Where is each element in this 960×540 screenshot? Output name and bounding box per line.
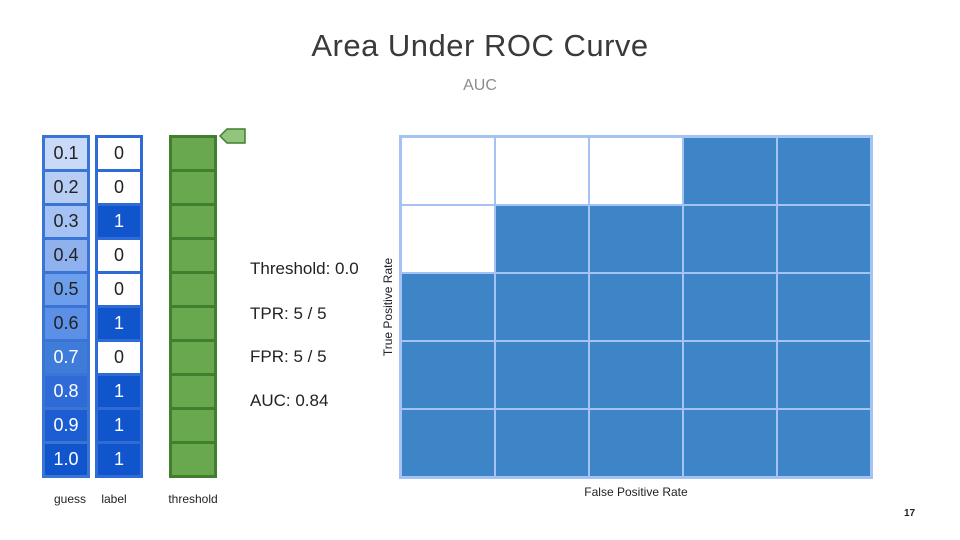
auc-stat: AUC: 0.84 [250, 391, 329, 410]
roc-cell-empty [495, 137, 589, 205]
slide-subtitle: AUC [463, 77, 497, 94]
label-cell: 0 [95, 240, 143, 274]
threshold-cell [169, 274, 217, 308]
threshold-flag-icon[interactable] [219, 128, 247, 144]
guess-cell: 1.0 [42, 444, 90, 478]
tpr-stat: TPR: 5 / 5 [250, 304, 327, 323]
roc-cell-filled [683, 273, 777, 341]
roc-cell-filled [589, 205, 683, 273]
roc-cell-empty [401, 205, 495, 273]
roc-cell-filled [401, 409, 495, 477]
roc-cell-filled [777, 137, 871, 205]
roc-cell-filled [683, 341, 777, 409]
label-cell: 0 [95, 342, 143, 376]
threshold-stat: Threshold: 0.0 [250, 259, 359, 278]
roc-cell-filled [683, 409, 777, 477]
guess-cell: 0.7 [42, 342, 90, 376]
label-cell: 1 [95, 444, 143, 478]
label-cell: 1 [95, 376, 143, 410]
roc-cell-empty [401, 137, 495, 205]
guess-cell: 0.8 [42, 376, 90, 410]
label-cell: 0 [95, 172, 143, 206]
threshold-cell [169, 240, 217, 274]
label-cell: 1 [95, 410, 143, 444]
threshold-cell [169, 444, 217, 478]
guess-cell: 0.1 [42, 135, 90, 172]
guess-cell: 0.9 [42, 410, 90, 444]
roc-cell-filled [777, 205, 871, 273]
threshold-caption: threshold [168, 492, 218, 506]
label-caption: label [101, 492, 127, 506]
threshold-cell [169, 342, 217, 376]
roc-cell-filled [495, 409, 589, 477]
roc-cell-filled [589, 341, 683, 409]
threshold-cell [169, 308, 217, 342]
guess-cell: 0.2 [42, 172, 90, 206]
roc-cell-filled [495, 273, 589, 341]
label-cell: 0 [95, 135, 143, 172]
guess-cell: 0.6 [42, 308, 90, 342]
slide-title: Area Under ROC Curve [311, 28, 649, 63]
roc-cell-filled [589, 273, 683, 341]
roc-cell-filled [777, 409, 871, 477]
label-cell: 1 [95, 206, 143, 240]
roc-cell-empty [589, 137, 683, 205]
guess-column: 0.1 0.2 0.3 0.4 0.5 0.6 0.7 0.8 0.9 1.0 [42, 135, 90, 478]
threshold-column [169, 135, 217, 478]
roc-cell-filled [589, 409, 683, 477]
threshold-cell [169, 135, 217, 172]
x-axis-label: False Positive Rate [584, 485, 688, 499]
guess-caption: guess [53, 492, 87, 506]
roc-cell-filled [495, 205, 589, 273]
label-cell: 1 [95, 308, 143, 342]
guess-cell: 0.5 [42, 274, 90, 308]
page-number: 17 [904, 508, 916, 519]
threshold-cell [169, 172, 217, 206]
threshold-cell [169, 376, 217, 410]
y-axis-label: True Positive Rate [381, 257, 395, 357]
roc-cell-filled [683, 205, 777, 273]
roc-cell-filled [401, 341, 495, 409]
roc-cell-filled [777, 341, 871, 409]
roc-cell-filled [683, 137, 777, 205]
guess-cell: 0.3 [42, 206, 90, 240]
roc-grid [399, 135, 873, 479]
roc-cell-filled [777, 273, 871, 341]
threshold-cell [169, 410, 217, 444]
fpr-stat: FPR: 5 / 5 [250, 347, 327, 366]
roc-cell-filled [495, 341, 589, 409]
roc-cell-filled [401, 273, 495, 341]
guess-cell: 0.4 [42, 240, 90, 274]
threshold-cell [169, 206, 217, 240]
label-cell: 0 [95, 274, 143, 308]
